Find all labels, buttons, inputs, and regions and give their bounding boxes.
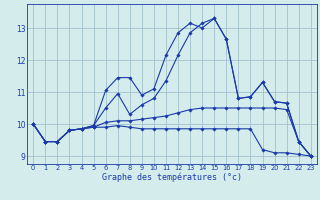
- X-axis label: Graphe des températures (°c): Graphe des températures (°c): [102, 173, 242, 182]
